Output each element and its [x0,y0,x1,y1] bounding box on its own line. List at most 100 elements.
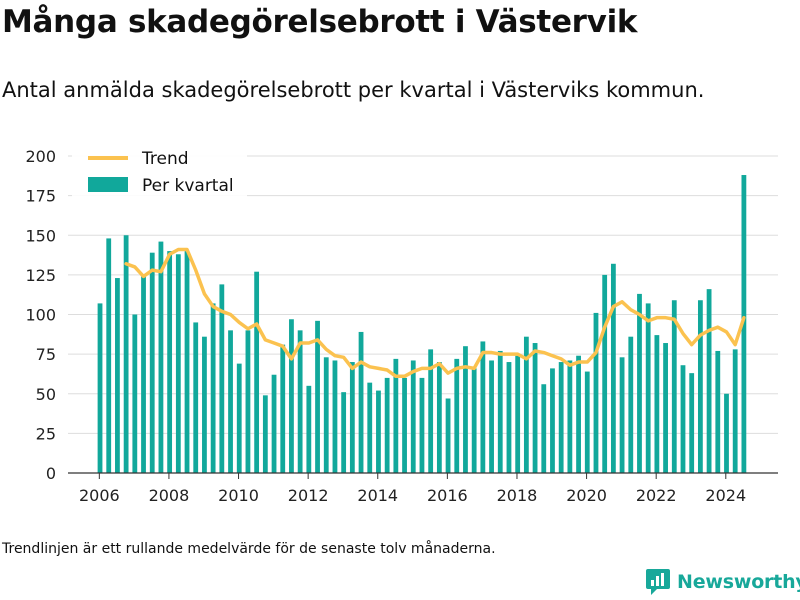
y-tick-label: 0 [46,464,56,483]
bar [689,373,695,473]
y-tick-label: 175 [25,187,56,206]
bar [593,312,599,473]
bar [236,363,242,473]
bar [271,374,277,473]
bar [471,368,477,473]
trend-line [124,247,746,379]
brand: Newsworthy [645,568,800,596]
bar [436,362,442,473]
bar [523,336,529,473]
bar [306,385,312,473]
bar [567,360,573,473]
bar [175,254,181,473]
x-tick-label: 2010 [218,486,259,505]
trend-line-layer [124,247,746,379]
bar [402,377,407,473]
bar [584,371,590,473]
x-tick-label: 2018 [497,486,538,505]
bar [637,293,642,473]
brand-name: Newsworthy [677,571,800,593]
bar [428,349,434,473]
chart-subtitle: Antal anmälda skadegörelsebrott per kvar… [2,78,705,102]
bar [454,358,460,473]
x-tick-label: 2012 [288,486,329,505]
y-tick-label: 150 [25,226,56,245]
bar [332,360,338,473]
chart-canvas: 0 25 50 75 100 125 150 175 200 2006 2008 2010 2012 20… [25,144,778,505]
bar [202,336,207,473]
bar [541,384,547,473]
bar [315,320,320,473]
bar [480,341,486,473]
bar [254,271,260,473]
legend-bar-swatch [88,177,128,192]
bar [123,235,129,473]
bar [158,241,164,473]
x-tick-label: 2014 [357,486,398,505]
bar [97,303,103,473]
bar [741,175,747,473]
bar [610,263,616,473]
y-tick-label: 50 [36,385,56,404]
bar [289,319,294,473]
bar [393,358,399,473]
bar [376,390,381,473]
bar [645,303,651,473]
bar [167,251,173,473]
bar [654,335,660,473]
x-tick-label: 2006 [79,486,120,505]
bar [602,274,608,474]
bar [663,343,668,473]
bar [628,336,634,473]
bar [341,392,347,473]
bar-layer [97,175,747,474]
bar [384,377,390,473]
x-tick-label: 2020 [566,486,607,505]
bar [210,303,216,473]
bar [506,362,512,473]
bar [445,398,451,473]
x-tick-label: 2024 [705,486,746,505]
bar [358,331,364,473]
bar [106,238,112,473]
legend: Trend Per kvartal [72,144,247,202]
bar [497,350,503,473]
axis-layer: 0 25 50 75 100 125 150 175 200 2006 2008 2010 2012 20… [25,147,778,505]
bar [671,300,677,473]
bar [349,362,355,473]
bar [115,278,120,473]
x-tick-label: 2008 [149,486,190,505]
bar [724,393,729,473]
bar [619,357,625,473]
bar [550,368,555,473]
newsworthy-logo-icon [646,569,670,595]
bar [297,330,303,473]
bar [280,344,286,473]
bar [732,349,738,473]
y-tick-label: 100 [25,306,56,325]
bar [193,322,199,473]
bar [489,360,494,473]
bar [149,252,155,473]
bar [184,251,190,473]
bar [419,377,425,473]
bar [323,357,329,473]
footnote: Trendlinjen är ett rullande medelvärde f… [2,541,496,557]
bar [367,382,373,473]
x-tick-label: 2022 [636,486,677,505]
y-tick-label: 25 [36,424,56,443]
bar [706,289,712,473]
bar [410,360,416,473]
bar [245,330,251,473]
y-tick-label: 125 [25,266,56,285]
bar [463,346,468,473]
bar [576,355,581,473]
chart-title: Många skadegörelsebrott i Västervik [2,4,638,40]
bar [515,355,521,473]
bar [715,350,721,473]
y-tick-label: 75 [36,345,56,364]
legend-background [72,144,247,202]
bar [141,274,146,474]
bar [532,343,538,473]
bar [697,300,703,473]
